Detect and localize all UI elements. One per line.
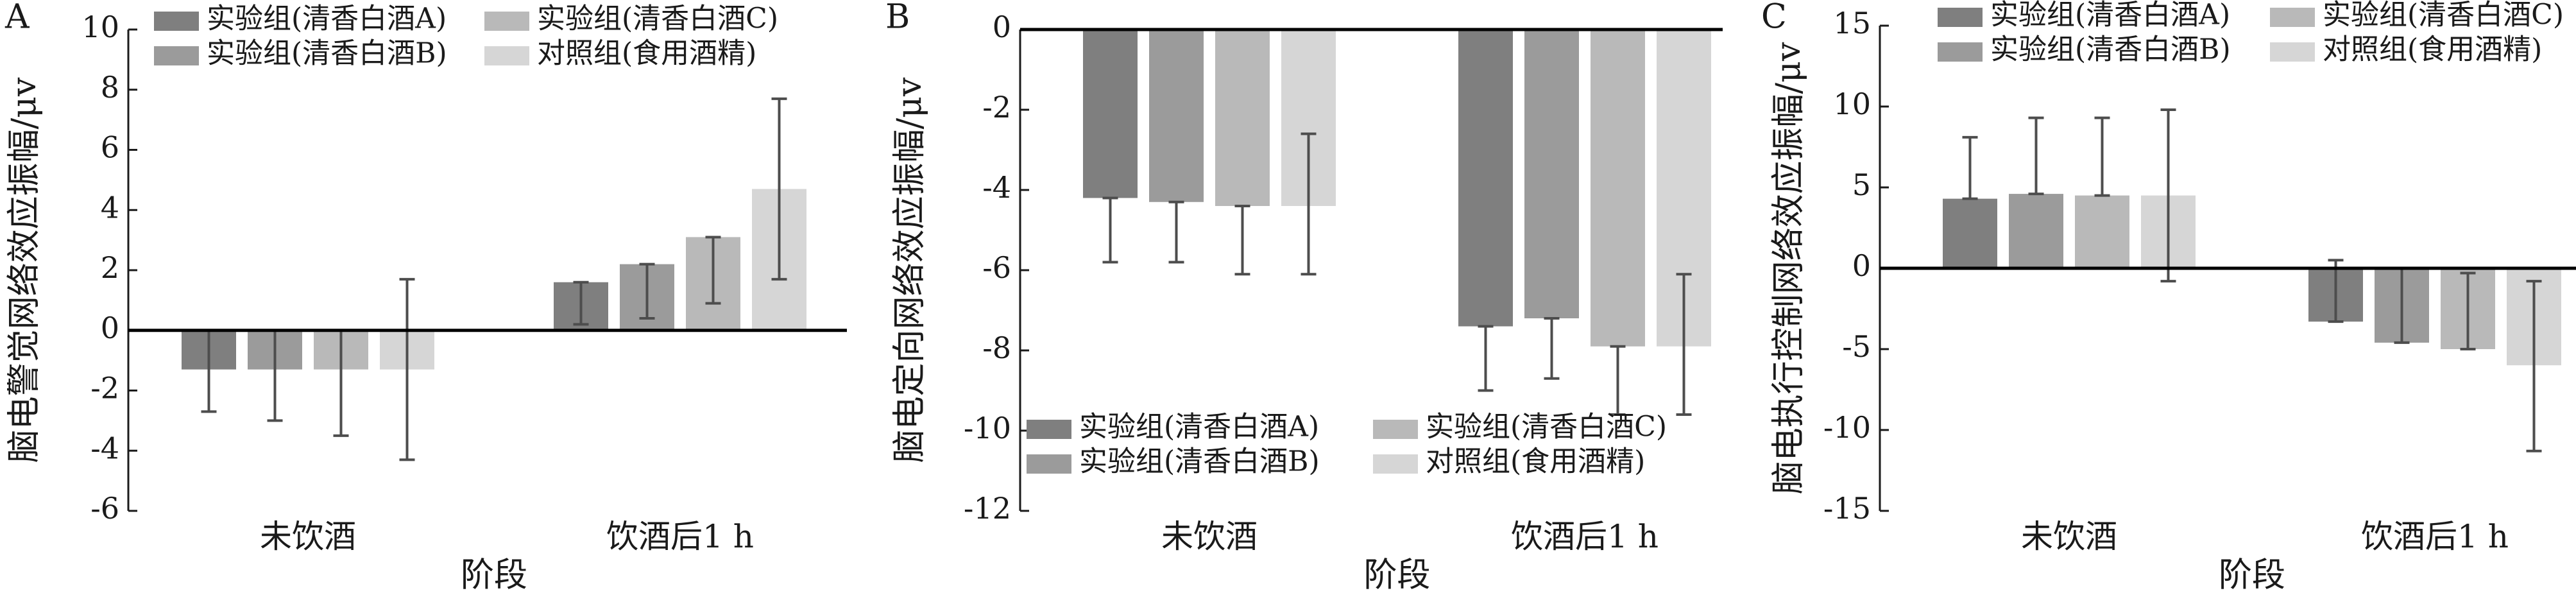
legend-label: 实验组(清香白酒B) bbox=[207, 37, 447, 70]
y-tick-label: -8 bbox=[982, 331, 1011, 365]
x-category-label: 饮酒后1 h bbox=[1511, 518, 1659, 555]
y-tick-label: 0 bbox=[101, 311, 119, 345]
y-tick-label: 5 bbox=[1852, 168, 1871, 202]
panel-letter: C bbox=[1761, 0, 1787, 37]
legend-label: 实验组(清香白酒C) bbox=[2323, 0, 2564, 31]
legend-swatch bbox=[154, 46, 199, 65]
x-axis-label: 阶段 bbox=[461, 556, 527, 593]
y-tick-label: 8 bbox=[101, 70, 119, 105]
legend-label: 实验组(清香白酒A) bbox=[1079, 411, 1319, 443]
panel-c: C 脑电执行控制网络效应振幅/μv -15 -10 -5 0 5 10 15 未饮酒 饮酒后1 h 阶… bbox=[1761, 0, 2576, 593]
y-axis-label: 脑电定向网络效应振幅/μv bbox=[891, 77, 929, 463]
panel-a: A 脑电警觉网络效应振幅/μv -6 -4 -2 0 2 4 6 8 10 未饮酒 饮酒后1 h 阶段 实验… bbox=[4, 0, 847, 593]
legend: 实验组(清香白酒A)实验组(清香白酒B) 实验组(清香白酒C)对照组(食用酒精) bbox=[1938, 0, 2564, 66]
legend-label: 实验组(清香白酒B) bbox=[1079, 445, 1320, 478]
y-tick-label: -2 bbox=[90, 371, 119, 406]
y-tick-label: 6 bbox=[101, 130, 119, 165]
panel-letter: B bbox=[885, 0, 910, 37]
legend: 实验组(清香白酒A)实验组(清香白酒B) 实验组(清香白酒C)对照组(食用酒精) bbox=[154, 3, 778, 70]
y-tick-label: 0 bbox=[993, 10, 1011, 44]
x-category-label: 未饮酒 bbox=[260, 518, 356, 555]
y-tick-label: -5 bbox=[1842, 329, 1871, 364]
y-axis-label: 脑电警觉网络效应振幅/μv bbox=[5, 77, 44, 463]
legend-swatch bbox=[484, 12, 529, 31]
bar bbox=[1458, 30, 1513, 327]
legend-swatch bbox=[1027, 420, 1071, 439]
y-tick-label: 4 bbox=[101, 190, 119, 225]
legend-swatch bbox=[154, 12, 199, 31]
legend-label: 对照组(食用酒精) bbox=[1426, 445, 1645, 478]
y-tick-label: -10 bbox=[1823, 410, 1871, 445]
y-tick-label: -4 bbox=[90, 431, 119, 465]
legend-swatch bbox=[1373, 454, 1418, 474]
legend-swatch bbox=[1027, 454, 1071, 474]
y-tick-label: -10 bbox=[964, 411, 1011, 445]
legend-swatch bbox=[2270, 8, 2315, 27]
legend-swatch bbox=[484, 46, 529, 65]
y-tick-label: -6 bbox=[982, 250, 1011, 285]
legend-label: 对照组(食用酒精) bbox=[2323, 33, 2542, 66]
y-tick-label: -12 bbox=[964, 491, 1011, 526]
y-tick-label: 2 bbox=[101, 250, 119, 285]
legend-label: 实验组(清香白酒A) bbox=[1990, 0, 2230, 31]
y-tick-label: 10 bbox=[81, 10, 119, 44]
legend-swatch bbox=[1938, 8, 1983, 27]
legend-label: 实验组(清香白酒C) bbox=[537, 3, 778, 35]
legend-swatch bbox=[1373, 420, 1418, 439]
legend: 实验组(清香白酒A)实验组(清香白酒B) 实验组(清香白酒C)对照组(食用酒精) bbox=[1027, 411, 1667, 478]
panel-b: B 脑电定向网络效应振幅/μv -12 -10 -8 -6 -4 -2 0 未饮酒 饮酒后1 h 阶段… bbox=[885, 0, 1723, 593]
x-category-label: 未饮酒 bbox=[1161, 518, 1258, 555]
x-axis-label: 阶段 bbox=[1363, 556, 1430, 593]
legend-label: 对照组(食用酒精) bbox=[537, 37, 756, 70]
y-tick-label: -15 bbox=[1823, 491, 1871, 526]
bar bbox=[1149, 30, 1204, 202]
x-category-label: 未饮酒 bbox=[2021, 518, 2117, 555]
y-tick-label: -2 bbox=[982, 90, 1011, 125]
bar bbox=[2075, 195, 2129, 268]
y-tick-label: 10 bbox=[1833, 87, 1871, 121]
bar bbox=[1083, 30, 1138, 198]
panel-letter: A bbox=[4, 0, 30, 37]
legend-swatch bbox=[1938, 42, 1983, 62]
bar bbox=[1943, 198, 1997, 268]
y-axis-label: 脑电执行控制网络效应振幅/μv bbox=[1770, 42, 1808, 494]
bar bbox=[1215, 30, 1270, 206]
y-tick-label: -6 bbox=[90, 491, 119, 526]
bar bbox=[2009, 194, 2063, 268]
x-category-label: 饮酒后1 h bbox=[2361, 518, 2509, 555]
x-category-label: 饮酒后1 h bbox=[606, 518, 754, 555]
x-axis-label: 阶段 bbox=[2219, 556, 2285, 593]
bar bbox=[1591, 30, 1645, 347]
y-tick-label: -4 bbox=[982, 170, 1011, 205]
legend-label: 实验组(清香白酒B) bbox=[1990, 33, 2231, 66]
y-tick-label: 0 bbox=[1852, 248, 1871, 283]
legend-label: 实验组(清香白酒C) bbox=[1426, 411, 1667, 443]
legend-label: 实验组(清香白酒A) bbox=[207, 3, 447, 35]
legend-swatch bbox=[2270, 42, 2315, 62]
y-tick-label: 15 bbox=[1833, 6, 1871, 40]
bar bbox=[1524, 30, 1579, 318]
